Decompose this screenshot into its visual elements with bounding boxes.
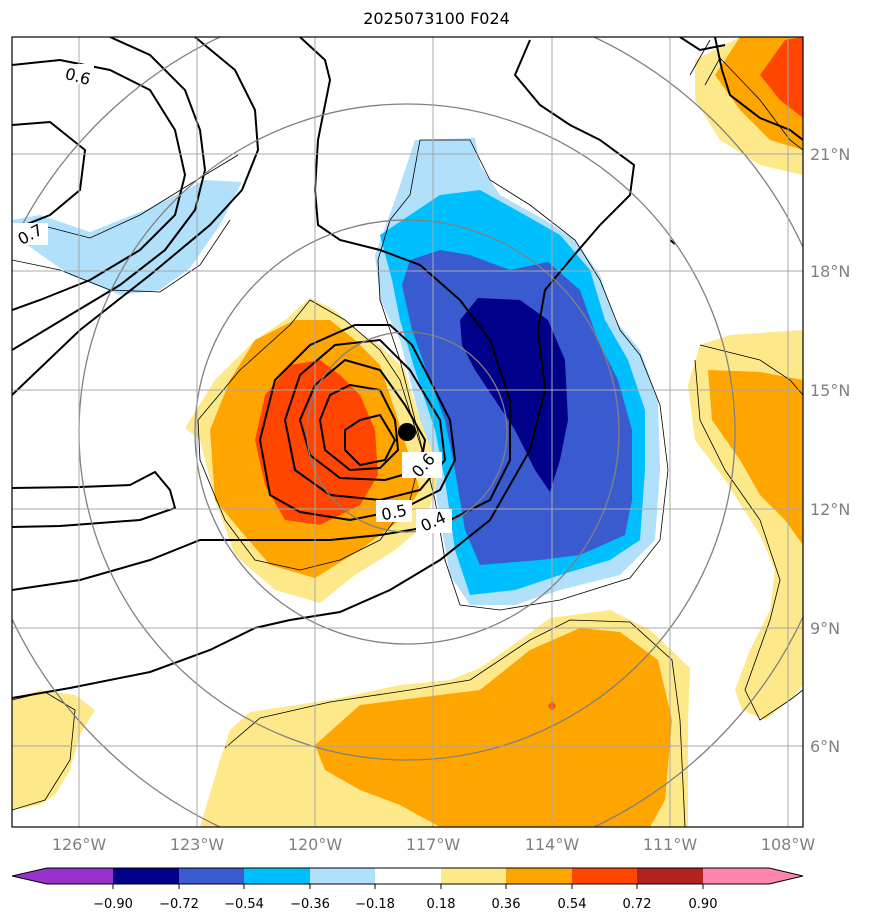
lat-label: 15°N: [810, 381, 850, 400]
shade-redorange-ne: [760, 37, 803, 118]
colorbar-extend-high: [769, 868, 803, 884]
lat-label: 6°N: [810, 737, 840, 756]
colorbar-swatch: [47, 868, 113, 884]
contour-labels: 0.6 0.7 0.6 0.5 0.4: [12, 64, 452, 535]
colorbar-label: −0.72: [159, 897, 199, 912]
lon-label: 117°W: [406, 835, 461, 854]
contour-label-bg: [58, 64, 94, 84]
colorbar-extend-low: [12, 868, 47, 884]
shade-navy-main: [460, 298, 568, 492]
colorbar-label: −0.36: [290, 897, 330, 912]
contour-label-bg: [416, 509, 452, 533]
map-plot-area: 0.6 0.7 0.6 0.5 0.4: [12, 37, 803, 827]
shade-orange-south: [315, 628, 672, 827]
gridlines: [12, 37, 803, 827]
lat-label: 21°N: [810, 145, 850, 164]
colorbar-swatch: [375, 868, 441, 884]
colorbar-swatch: [244, 868, 310, 884]
contour-label-bg: [402, 452, 442, 478]
colorbar-label: 0.72: [623, 897, 652, 912]
shade-lightyellow-sw: [12, 690, 95, 810]
colorbar-outline: [11, 867, 804, 885]
colorbar-swatch: [637, 868, 703, 884]
lat-label: 9°N: [810, 619, 840, 638]
shade-lightblue-w: [12, 180, 242, 295]
colorbar-swatch: [506, 868, 572, 884]
lat-label: 18°N: [810, 262, 850, 281]
colorbar-ticks: [112, 884, 704, 889]
shade-orange-e: [708, 370, 803, 545]
map-title: 2025073100 F024: [363, 9, 510, 28]
colorbar-label: 0.36: [492, 897, 521, 912]
colorbar-swatch: [310, 868, 375, 884]
colorbar-label: 0.54: [558, 897, 587, 912]
lon-label: 111°W: [643, 835, 698, 854]
lon-label: 123°W: [170, 835, 225, 854]
lon-label: 126°W: [52, 835, 107, 854]
colorbar-label: −0.54: [224, 897, 264, 912]
colorbar-label: 0.90: [689, 897, 718, 912]
plot-frame: [11, 36, 804, 828]
shaded-field: [12, 37, 803, 827]
lon-label: 120°W: [288, 835, 343, 854]
colorbar-swatch: [572, 868, 637, 884]
lon-label: 114°W: [525, 835, 580, 854]
lat-axis-labels: 21°N 18°N 15°N 12°N 9°N 6°N: [810, 145, 850, 756]
storm-center-marker: [398, 423, 416, 441]
colorbar-swatch: [441, 868, 506, 884]
colorbar-swatch: [703, 868, 769, 884]
colorbar: −0.90 −0.72 −0.54 −0.36 −0.18 0.18 0.36 …: [11, 867, 804, 912]
shade-redorange-main: [255, 360, 378, 525]
contour-label: 0.5: [380, 501, 409, 525]
colorbar-label: 0.18: [427, 897, 456, 912]
lon-axis-labels: 126°W 123°W 120°W 117°W 114°W 111°W 108°…: [52, 835, 816, 854]
lat-label: 12°N: [810, 500, 850, 519]
colorbar-swatch: [113, 868, 179, 884]
colorbar-label: −0.18: [355, 897, 395, 912]
thick-contours: [12, 37, 803, 699]
colorbar-label: −0.90: [93, 897, 133, 912]
contour-label-bg: [12, 223, 48, 245]
contour-label-bg: [376, 500, 412, 522]
lon-label: 108°W: [761, 835, 816, 854]
colorbar-swatch: [179, 868, 244, 884]
